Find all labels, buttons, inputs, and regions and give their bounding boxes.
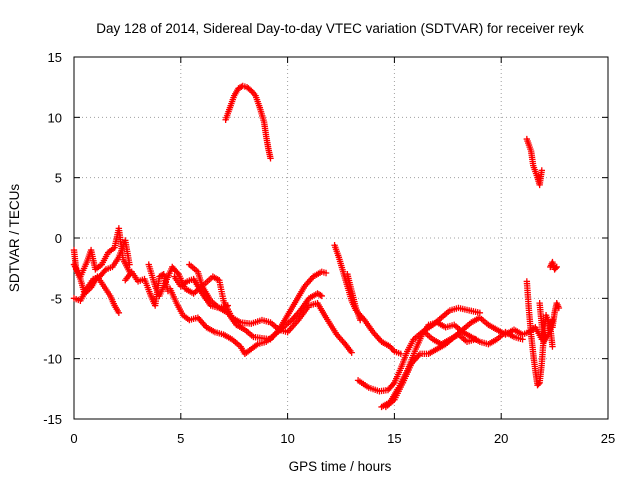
x-tick-label: 20 [494,431,508,446]
data-point [318,292,325,300]
data-point [538,167,545,174]
x-tick-label: 0 [70,431,77,446]
y-axis-label: SDTVAR / TECUs [7,184,22,293]
data-point [397,350,405,358]
y-tick-label: -5 [50,291,62,306]
y-tick-label: 15 [48,50,62,65]
data-point [472,336,479,343]
x-tick-label: 10 [280,431,294,446]
data-point [126,261,133,268]
y-tick-label: 0 [55,231,62,246]
data-point [174,269,181,276]
data-point [317,291,324,299]
data-point [348,349,355,356]
y-tick-label: -15 [43,412,62,427]
data-point [115,309,123,317]
grid-layer [74,57,608,419]
y-tick-label: 10 [48,110,62,125]
data-point [246,86,254,93]
data-point [224,302,231,309]
data-point [535,380,542,388]
chart-title: Day 128 of 2014, Sidereal Day-to-day VTE… [96,21,584,36]
y-tick-label: -10 [43,352,62,367]
data-point [555,304,563,312]
data-point [389,381,397,388]
data-point [549,343,556,350]
data-point [357,316,364,324]
data-point [322,269,330,277]
x-tick-label: 15 [387,431,401,446]
data-point [267,155,274,162]
x-tick-label: 5 [177,431,184,446]
data-point [553,263,560,271]
data-point [552,264,559,272]
x-tick-label: 25 [601,431,615,446]
x-axis-label: GPS time / hours [289,459,392,474]
tick-layer: 0 5 10 15 20 25 -15 -10 -5 0 5 10 15 [43,50,615,446]
data-point [101,267,108,275]
data-points [70,82,563,411]
y-tick-label: 5 [55,171,62,186]
